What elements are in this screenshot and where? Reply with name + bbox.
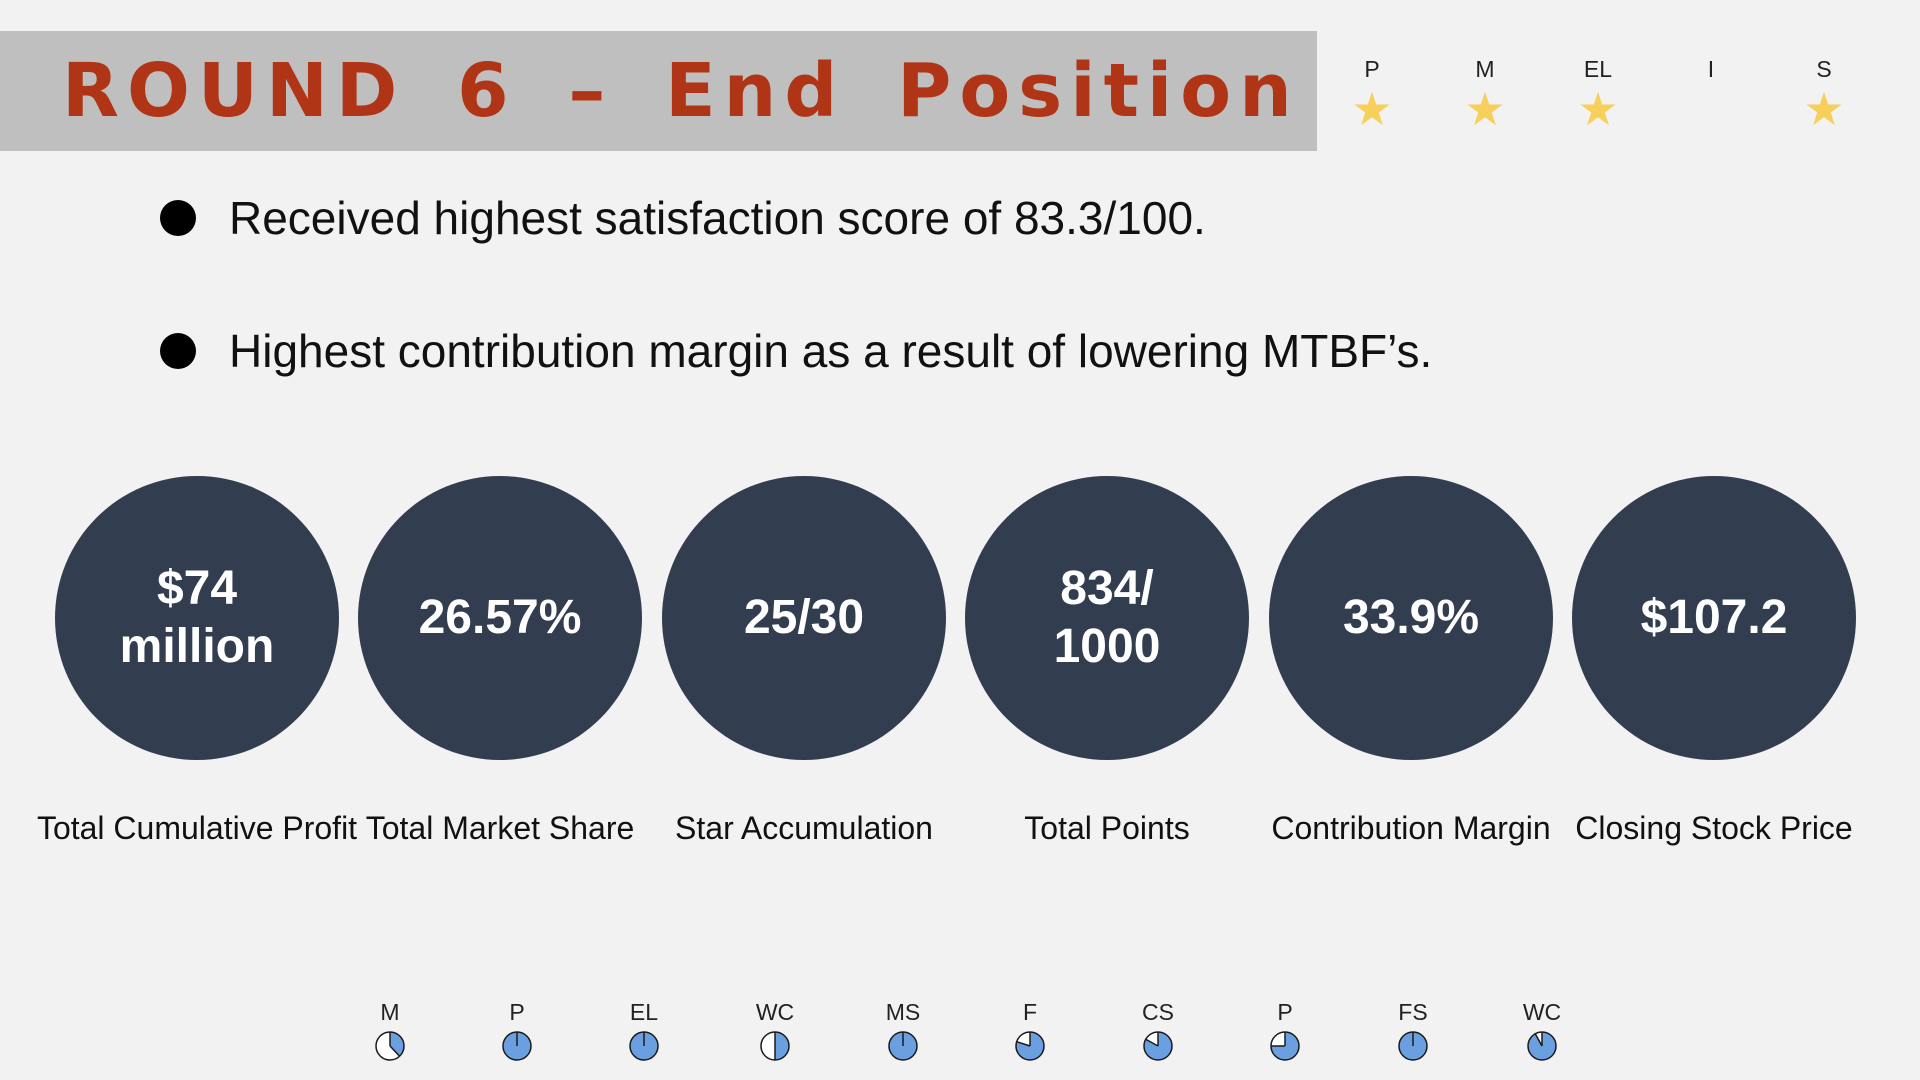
star-slot-s: S ★ <box>1784 54 1864 134</box>
star-label: M <box>1475 56 1495 82</box>
kpi-label: Total Cumulative Profit <box>36 810 358 846</box>
pie-outline <box>375 1031 405 1061</box>
kpi-circle: 26.57% <box>358 476 642 760</box>
kpi-circle: 25/30 <box>662 476 946 760</box>
progress-item-el: EL <box>614 999 674 1063</box>
progress-pie-icon <box>1270 1031 1300 1061</box>
kpi-value: $74 million <box>119 562 275 673</box>
star-icon: ★ <box>1464 82 1506 136</box>
pie-end-line <box>1534 1033 1543 1047</box>
kpi-contribution-margin: 33.9% Contribution Margin <box>1269 476 1553 846</box>
star-slot-el: EL ★ <box>1558 54 1638 134</box>
bullet-item: Highest contribution margin as a result … <box>160 321 1432 381</box>
pie-outline <box>1143 1031 1173 1061</box>
pie-outline <box>1015 1031 1045 1061</box>
pie-outline <box>888 1031 918 1061</box>
progress-pie-icon <box>760 1031 790 1061</box>
progress-pie-icon <box>1527 1031 1557 1061</box>
progress-item-p: P <box>487 999 547 1063</box>
star-icon: ★ <box>1577 82 1619 136</box>
pie-outline <box>1270 1031 1300 1061</box>
star-label: I <box>1707 56 1715 82</box>
kpi-value: 834/ 1000 <box>1053 562 1161 673</box>
star-slot-i: I ★ <box>1671 54 1751 134</box>
bullet-dot-icon <box>160 333 196 369</box>
kpi-circle: $74 million <box>55 476 339 760</box>
kpi-circle: 834/ 1000 <box>965 476 1249 760</box>
progress-item-m: M <box>360 999 420 1063</box>
pie-outline <box>760 1031 790 1061</box>
pie-outline <box>502 1031 532 1061</box>
kpi-circle: 33.9% <box>1269 476 1553 760</box>
star-slot-p: P ★ <box>1332 54 1412 134</box>
progress-pie-icon <box>888 1031 918 1061</box>
progress-pie-icon <box>1143 1031 1173 1061</box>
kpi-label: Contribution Margin <box>1271 810 1551 846</box>
bullet-text: Received highest satisfaction score of 8… <box>229 192 1206 244</box>
progress-pie-icon <box>1398 1031 1428 1061</box>
pie-outline <box>1527 1031 1557 1061</box>
progress-item-wc: WC <box>745 999 805 1063</box>
progress-item-f: F <box>1000 999 1060 1063</box>
kpi-label: Total Points <box>1024 810 1190 846</box>
progress-label: WC <box>755 999 795 1025</box>
progress-item-cs: CS <box>1128 999 1188 1063</box>
progress-label: CS <box>1142 999 1174 1025</box>
progress-pie-icon <box>375 1031 405 1061</box>
progress-pie-icon <box>502 1031 532 1061</box>
progress-item-ms: MS <box>873 999 933 1063</box>
progress-label: EL <box>629 999 659 1025</box>
kpi-value: 33.9% <box>1342 591 1480 644</box>
page-title: ROUND 6 – End Position <box>62 48 1300 134</box>
pie-end-line <box>389 1045 401 1057</box>
progress-item-p2: P <box>1255 999 1315 1063</box>
progress-label: P <box>1277 999 1293 1025</box>
kpi-total-points: 834/ 1000 Total Points <box>965 476 1249 846</box>
kpi-total-market-share: 26.57% Total Market Share <box>358 476 642 846</box>
kpi-label: Total Market Share <box>365 810 635 846</box>
pie-fill <box>775 1032 789 1060</box>
progress-label: MS <box>885 999 921 1025</box>
progress-item-wc2: WC <box>1512 999 1572 1063</box>
star-label: EL <box>1583 56 1613 82</box>
progress-label: FS <box>1398 999 1428 1025</box>
kpi-label: Star Accumulation <box>675 810 933 846</box>
kpi-star-accumulation: 25/30 Star Accumulation <box>662 476 946 846</box>
pie-outline <box>1398 1031 1428 1061</box>
bullet-item: Received highest satisfaction score of 8… <box>160 188 1206 248</box>
progress-item-fs: FS <box>1383 999 1443 1063</box>
kpi-value: 26.57% <box>418 591 582 644</box>
star-slot-m: M ★ <box>1445 54 1525 134</box>
progress-label: WC <box>1522 999 1562 1025</box>
pie-end-line <box>1145 1038 1159 1047</box>
kpi-circle: $107.2 <box>1572 476 1856 760</box>
bullet-dot-icon <box>160 200 196 236</box>
star-label: P <box>1364 56 1380 82</box>
pie-fill <box>390 1032 404 1057</box>
kpi-total-cumulative-profit: $74 million Total Cumulative Profit <box>37 476 357 846</box>
pie-end-line <box>1016 1040 1031 1047</box>
star-label: S <box>1816 56 1832 82</box>
kpi-closing-stock-price: $107.2 Closing Stock Price <box>1572 476 1856 846</box>
star-icon: ★ <box>1803 82 1845 136</box>
pie-outline <box>629 1031 659 1061</box>
star-icon: ★ <box>1351 82 1393 136</box>
title-banner <box>0 31 1317 151</box>
kpi-value: $107.2 <box>1640 591 1788 644</box>
progress-label: F <box>1022 999 1038 1025</box>
kpi-label: Closing Stock Price <box>1575 810 1853 846</box>
progress-pie-icon <box>1015 1031 1045 1061</box>
kpi-value: 25/30 <box>743 591 865 644</box>
progress-label: M <box>380 999 400 1025</box>
progress-label: P <box>509 999 525 1025</box>
bullet-text: Highest contribution margin as a result … <box>229 325 1433 377</box>
progress-pie-icon <box>629 1031 659 1061</box>
